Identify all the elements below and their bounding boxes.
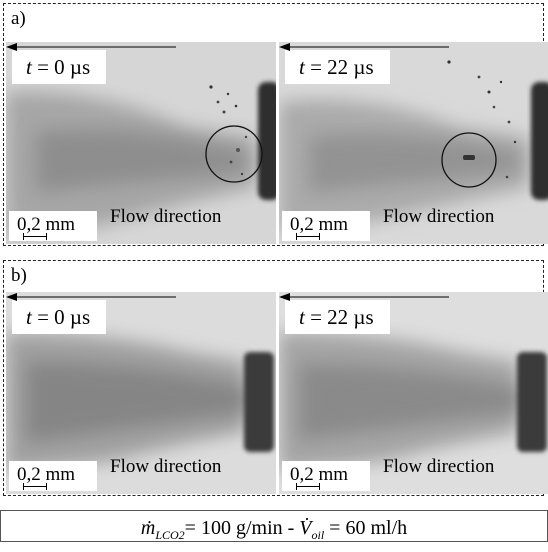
scale-label: 0,2 mm	[290, 214, 349, 235]
flow-arrow-icon	[6, 293, 176, 301]
flow-direction-label: Flow direction	[110, 456, 222, 477]
flow-arrow-icon	[279, 293, 449, 301]
conditions-caption: ṁLCO2= 100 g/min - V̇oil = 60 ml/h	[0, 510, 548, 542]
scale-bar: 0,2 mm	[9, 211, 97, 241]
scale-label: 0,2 mm	[290, 464, 349, 485]
panel-label: a)	[11, 8, 26, 29]
flow-direction-label: Flow direction	[383, 456, 495, 477]
scale-bar-icon	[23, 233, 47, 240]
scale-bar: 0,2 mm	[282, 461, 370, 491]
scale-label: 0,2 mm	[17, 464, 76, 485]
scale-bar-icon	[296, 483, 320, 490]
vol-flow-symbol: V̇	[299, 517, 312, 539]
vol-flow-value: = 60 ml/h	[324, 517, 408, 539]
time-label: t = 22 µs	[285, 50, 390, 84]
scale-bar: 0,2 mm	[9, 461, 97, 491]
scale-bar-icon	[296, 233, 320, 240]
vol-flow-subscript: oil	[311, 528, 325, 542]
spray-image-b-t22: t = 22 µs 0,2 mm Flow direction	[279, 292, 548, 494]
spray-image-a-t22: t = 22 µs 0,2 mm Flow direction	[279, 42, 548, 244]
panel-label: b)	[11, 265, 27, 286]
mass-flow-value: = 100 g/min -	[184, 517, 300, 539]
flow-arrow-icon	[279, 43, 449, 51]
spray-image-a-t0: t = 0 µs 0,2 mm Flow direction	[6, 42, 276, 244]
mass-flow-subscript: LCO2	[155, 528, 185, 542]
time-label: t = 22 µs	[285, 300, 390, 334]
flow-direction-label: Flow direction	[383, 206, 495, 227]
scale-bar-icon	[23, 483, 47, 490]
mass-flow-symbol: ṁ	[140, 517, 156, 539]
flow-arrow-icon	[6, 43, 176, 51]
spray-image-b-t0: t = 0 µs 0,2 mm Flow direction	[6, 292, 276, 494]
time-label: t = 0 µs	[12, 300, 107, 334]
time-label: t = 0 µs	[12, 50, 107, 84]
scale-bar: 0,2 mm	[282, 211, 370, 241]
flow-direction-label: Flow direction	[110, 206, 222, 227]
scale-label: 0,2 mm	[17, 214, 76, 235]
